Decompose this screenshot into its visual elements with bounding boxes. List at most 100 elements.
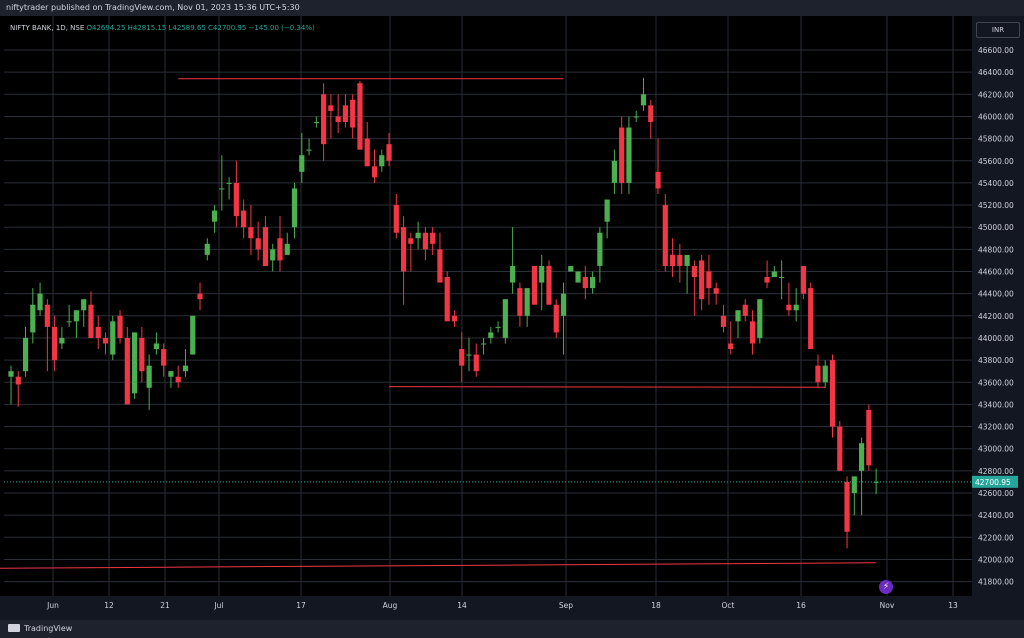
- candle-body: [793, 304, 799, 311]
- time-tick-label: Oct: [722, 601, 735, 610]
- candle-body: [764, 277, 770, 283]
- tradingview-logo[interactable]: TradingView: [8, 624, 72, 633]
- candle-body: [546, 265, 552, 305]
- candle-body: [684, 254, 690, 266]
- candle-body: [553, 304, 559, 333]
- candle-body: [582, 277, 588, 289]
- candle-body: [771, 271, 777, 278]
- price-tick-label: 42600.00: [978, 489, 1014, 498]
- price-tick-label: 45000.00: [978, 223, 1014, 232]
- candle-body: [146, 365, 152, 388]
- candle-body: [437, 249, 443, 283]
- candle-body: [568, 265, 574, 272]
- candle-body: [808, 288, 814, 350]
- time-axis-panel: [0, 596, 1024, 620]
- candle-body: [633, 116, 639, 118]
- candle-body: [575, 271, 581, 283]
- time-tick-label: Jul: [213, 601, 223, 610]
- lightning-icon[interactable]: ⚡: [879, 580, 893, 594]
- candle-body: [466, 354, 472, 356]
- candle-body: [590, 277, 596, 289]
- candle-body: [706, 271, 712, 289]
- candle-body: [597, 232, 603, 266]
- candle-body: [321, 94, 327, 145]
- time-tick-label: 18: [651, 601, 661, 610]
- candle-body: [539, 265, 545, 283]
- candle-body: [495, 326, 501, 328]
- symbol-name: NIFTY BANK, 1D, NSE: [10, 24, 85, 32]
- candle-body: [219, 188, 225, 190]
- price-tick-label: 45600.00: [978, 157, 1014, 166]
- candle-body: [488, 332, 494, 338]
- time-tick-label: Sep: [559, 601, 573, 610]
- price-tick-label: 46400.00: [978, 68, 1014, 77]
- candle-body: [364, 138, 370, 167]
- candle-body: [299, 155, 305, 172]
- price-tick-label: 46600.00: [978, 46, 1014, 55]
- candle-body: [124, 337, 130, 405]
- candle-body: [233, 182, 239, 217]
- price-tick-label: 42800.00: [978, 467, 1014, 476]
- price-tick-label: 42000.00: [978, 555, 1014, 564]
- price-tick-label: 41800.00: [978, 578, 1014, 587]
- candle-body: [255, 238, 261, 250]
- candle-body: [357, 83, 363, 150]
- symbol-legend: NIFTY BANK, 1D, NSE O42694.25 H42815.15 …: [10, 24, 315, 32]
- candle-body: [291, 188, 298, 228]
- time-tick-label: 13: [948, 601, 958, 610]
- price-tick-label: 44200.00: [978, 312, 1014, 321]
- candle-body: [560, 293, 567, 316]
- candle-body: [182, 365, 189, 372]
- candle-body: [175, 376, 181, 383]
- candle-body: [22, 337, 29, 372]
- candle-body: [270, 249, 276, 261]
- candle-body: [335, 116, 341, 122]
- candle-body: [30, 304, 36, 333]
- bottom-bar: TradingView: [0, 620, 1024, 638]
- candle-body: [779, 277, 785, 279]
- currency-button[interactable]: INR: [976, 22, 1020, 38]
- candle-body: [197, 293, 203, 300]
- candle-body: [73, 310, 80, 322]
- price-tick-label: 46000.00: [978, 112, 1014, 121]
- current-price-label-bg: [972, 475, 1018, 488]
- candle-body: [386, 144, 392, 161]
- candle-body: [742, 304, 748, 316]
- candle-body: [66, 321, 72, 323]
- candle-body: [655, 171, 661, 189]
- candle-body: [757, 299, 763, 338]
- price-tick-label: 46200.00: [978, 90, 1014, 99]
- candle-body: [662, 205, 668, 266]
- time-tick-label: 16: [796, 601, 806, 610]
- price-tick-label: 45800.00: [978, 135, 1014, 144]
- tradingview-logo-icon: [8, 624, 20, 632]
- candle-body: [851, 476, 857, 493]
- candle-body: [720, 315, 727, 327]
- time-tick-label: 21: [160, 601, 170, 610]
- candle-body: [95, 326, 101, 338]
- price-tick-label: 42200.00: [978, 533, 1014, 542]
- candle-body: [786, 304, 792, 311]
- time-tick-label: 12: [104, 601, 114, 610]
- candle-body: [524, 288, 530, 316]
- candle-body: [640, 94, 647, 106]
- candle-body: [277, 238, 283, 261]
- price-tick-label: 44800.00: [978, 245, 1014, 254]
- time-tick-label: Aug: [383, 601, 398, 610]
- trendline-line: [0, 562, 877, 569]
- candle-body: [604, 199, 610, 222]
- candle-body: [102, 337, 109, 344]
- time-tick-label: Nov: [880, 601, 895, 610]
- candle-body: [248, 227, 254, 239]
- ohlc-values: O42694.25 H42815.15 L42589.65 C42700.95: [86, 24, 247, 32]
- candle-body: [829, 360, 836, 427]
- candle-body: [161, 349, 167, 366]
- candle-body: [822, 365, 828, 383]
- candle-body: [204, 243, 210, 255]
- price-tick-label: 45400.00: [978, 179, 1014, 188]
- candle-body: [444, 277, 450, 322]
- candle-body: [800, 265, 807, 294]
- candle-body: [393, 205, 399, 233]
- candle-body: [262, 227, 269, 266]
